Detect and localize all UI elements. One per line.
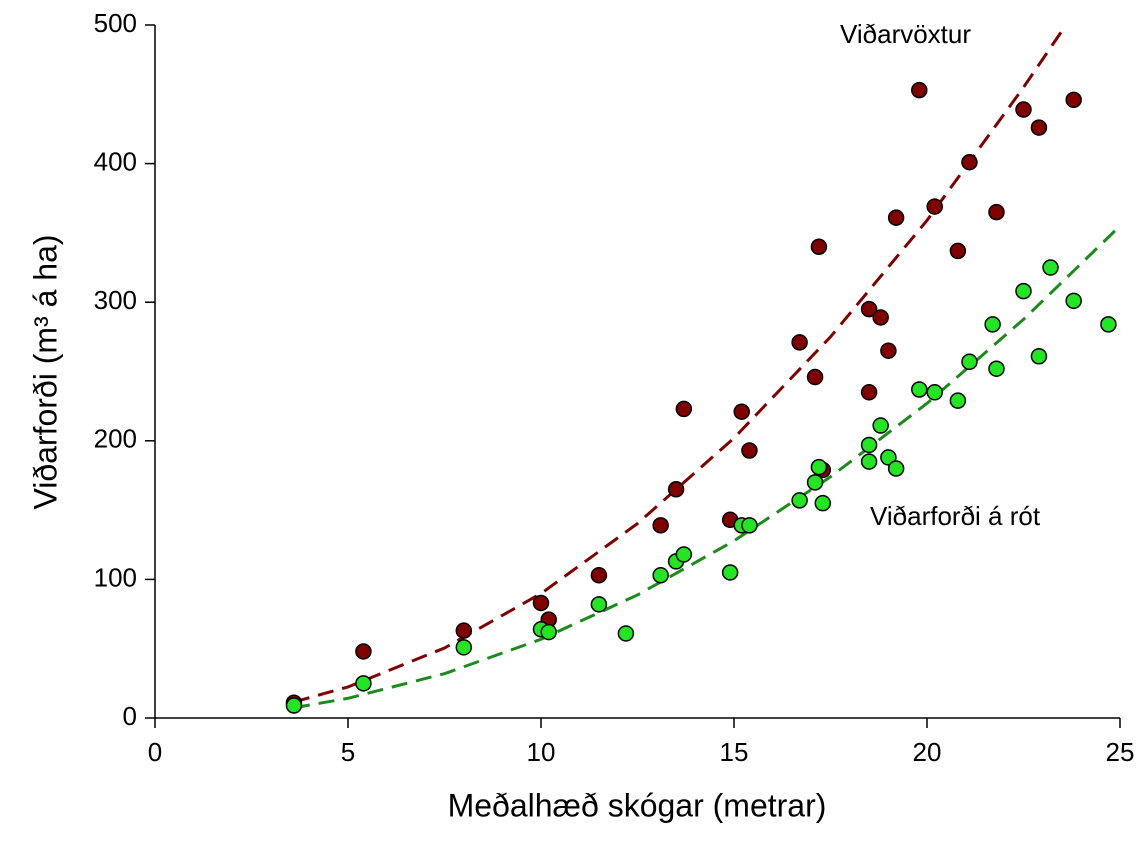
data-point xyxy=(872,417,889,434)
data-point xyxy=(285,697,303,714)
x-tick-label: 20 xyxy=(913,737,942,767)
data-point xyxy=(1030,119,1048,136)
trend-line xyxy=(293,24,1068,704)
data-point xyxy=(806,368,824,386)
data-point xyxy=(887,209,905,226)
data-point xyxy=(911,81,928,99)
data-point xyxy=(741,442,758,459)
data-point xyxy=(984,316,1001,333)
data-point xyxy=(355,675,372,692)
data-point xyxy=(1100,316,1117,333)
data-point xyxy=(652,566,669,584)
data-point xyxy=(961,153,978,171)
x-tick-label: 25 xyxy=(1106,737,1135,767)
trend-line xyxy=(293,224,1122,710)
data-point xyxy=(810,458,828,476)
data-point xyxy=(806,474,824,491)
data-point xyxy=(1065,91,1082,109)
data-point xyxy=(733,403,750,420)
data-point xyxy=(860,436,878,454)
data-point xyxy=(810,238,828,256)
data-point xyxy=(949,242,967,260)
data-point xyxy=(590,596,608,613)
data-point xyxy=(1065,292,1082,310)
data-point xyxy=(949,392,967,409)
x-tick-label: 5 xyxy=(341,737,355,767)
y-axis-title: Viðarforði (m³ á ha) xyxy=(27,234,63,509)
data-point xyxy=(911,381,928,398)
data-point xyxy=(961,353,978,371)
data-point xyxy=(675,546,693,563)
data-point xyxy=(860,453,878,470)
data-point xyxy=(860,384,878,401)
x-tick-label: 0 xyxy=(148,737,162,767)
data-point xyxy=(988,203,1005,221)
data-point xyxy=(1015,101,1032,118)
series-label: Viðarvöxtur xyxy=(840,19,971,49)
data-point xyxy=(887,460,905,477)
y-tick-label: 500 xyxy=(94,8,137,38)
data-point xyxy=(721,564,739,581)
y-tick-label: 0 xyxy=(123,701,137,731)
data-point xyxy=(540,623,557,641)
y-tick-label: 100 xyxy=(94,562,137,592)
data-point xyxy=(455,639,473,656)
data-point xyxy=(791,492,808,509)
data-point xyxy=(988,360,1005,377)
data-point xyxy=(1030,348,1048,365)
data-point xyxy=(652,517,669,534)
y-tick-label: 400 xyxy=(94,146,137,176)
data-point xyxy=(926,198,943,215)
data-point xyxy=(872,309,889,326)
y-tick-label: 200 xyxy=(94,424,137,454)
x-axis-title: Meðalhæð skógar (metrar) xyxy=(448,787,827,823)
data-point xyxy=(355,643,372,660)
data-point xyxy=(1015,282,1032,300)
data-point xyxy=(880,342,897,359)
data-point xyxy=(860,300,878,318)
x-tick-label: 15 xyxy=(720,737,749,767)
data-point xyxy=(455,622,473,639)
series-label: Viðarforði á rót xyxy=(870,501,1041,531)
data-point xyxy=(617,625,635,642)
data-point xyxy=(1042,259,1059,276)
data-point xyxy=(667,481,685,498)
data-point xyxy=(532,594,550,612)
data-point xyxy=(926,384,943,401)
data-point xyxy=(791,334,808,351)
data-point xyxy=(741,517,758,534)
y-tick-label: 300 xyxy=(94,285,137,315)
data-point xyxy=(590,566,608,584)
x-tick-label: 10 xyxy=(527,737,556,767)
data-point xyxy=(880,449,897,466)
data-point xyxy=(675,400,693,418)
data-point xyxy=(814,494,832,512)
